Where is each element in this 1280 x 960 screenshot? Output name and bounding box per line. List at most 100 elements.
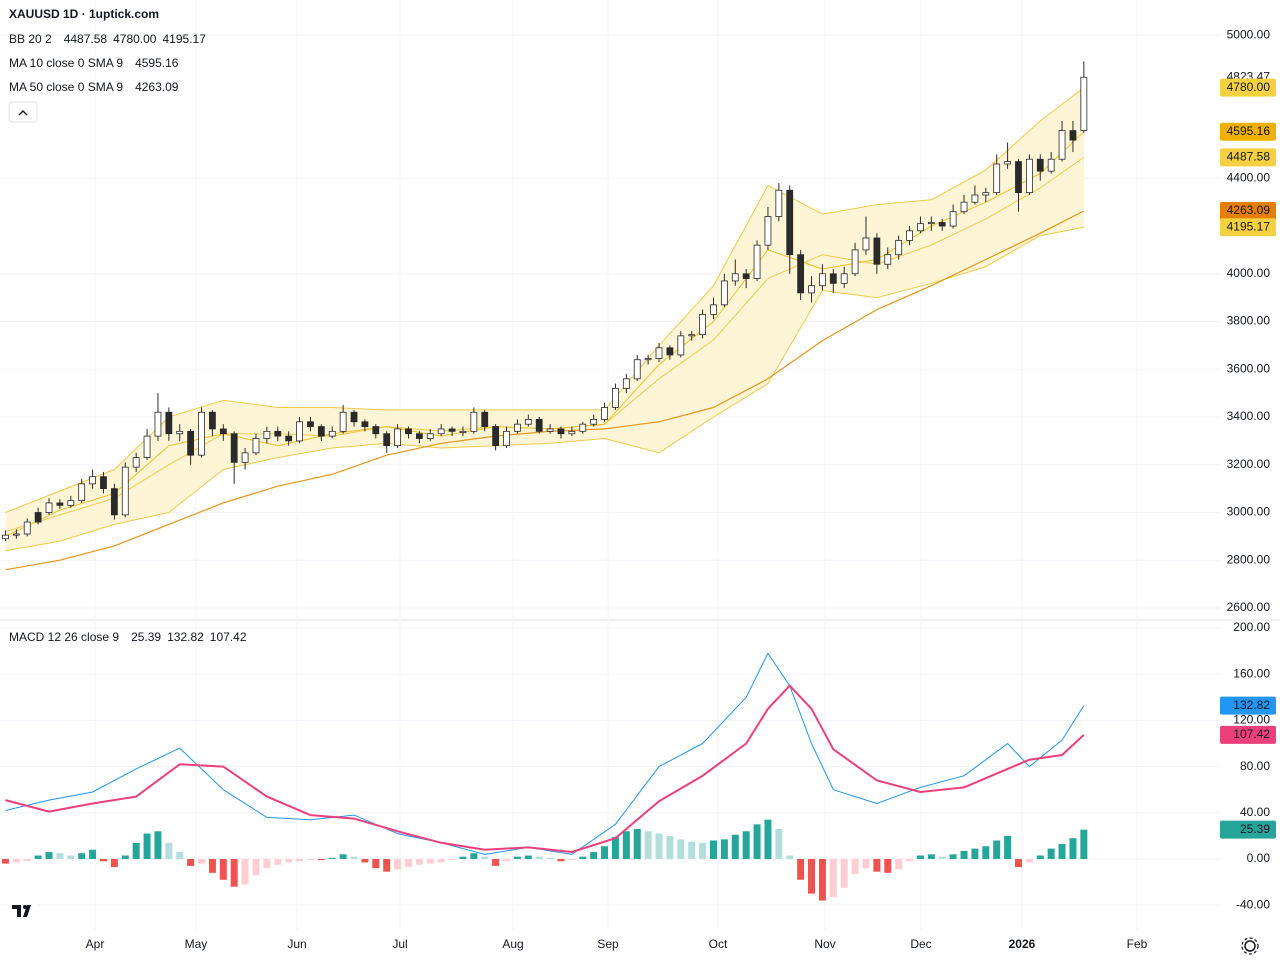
y-tick-label: 120.00	[1233, 713, 1270, 727]
histogram-bar	[503, 858, 511, 862]
histogram-bar	[34, 855, 42, 859]
histogram-bar	[611, 837, 619, 859]
candle-body	[263, 430, 271, 439]
plot	[1, 61, 1088, 901]
histogram-bar	[862, 858, 870, 869]
legend-value: 4780.00	[113, 32, 157, 46]
histogram-bar	[459, 856, 467, 859]
histogram-bar	[1047, 848, 1055, 859]
histogram-bar	[328, 857, 336, 859]
price-tag-label: 4195.17	[1227, 219, 1271, 233]
histogram-bar	[742, 831, 750, 859]
gear-ring[interactable]	[1244, 940, 1256, 952]
histogram-bar	[252, 858, 260, 876]
price-tag	[1220, 218, 1276, 237]
candle-body	[1025, 158, 1033, 194]
candle-body	[927, 222, 935, 225]
candle-body	[405, 428, 412, 435]
price-tag-label: 4263.09	[1227, 203, 1271, 217]
histogram-bar	[709, 840, 717, 859]
histogram-bar	[775, 828, 783, 859]
histogram-bar	[67, 855, 75, 859]
histogram-bar	[840, 858, 848, 888]
histogram-bar	[786, 855, 794, 859]
candle-body	[296, 421, 303, 442]
y-tick-label: 5000.00	[1227, 27, 1271, 41]
y-tick-label: -40.00	[1236, 897, 1270, 911]
candle-body	[1036, 158, 1044, 172]
histogram-bar	[601, 846, 609, 859]
collapse-button-frame[interactable]	[8, 101, 38, 123]
tradingview-logo[interactable]	[9, 896, 39, 926]
price-tag	[1220, 820, 1276, 839]
histogram-bar	[274, 858, 282, 865]
candle-body	[252, 438, 260, 454]
candle-body	[1058, 130, 1066, 160]
histogram-bar	[993, 840, 1001, 859]
collapse-button[interactable]	[8, 101, 38, 123]
histogram-bar	[818, 858, 826, 901]
histogram-bar	[513, 856, 521, 859]
candle-body	[819, 273, 826, 287]
candle-body	[503, 430, 510, 447]
candle-body	[448, 428, 456, 432]
histogram-bar	[895, 858, 903, 870]
price-tag	[1220, 201, 1276, 220]
histogram-bar	[949, 854, 957, 859]
legend-value: 4263.09	[135, 80, 179, 94]
histogram-bar	[666, 835, 674, 859]
candle-body	[786, 189, 794, 256]
histogram-bar	[132, 842, 140, 859]
candle-body	[12, 533, 20, 536]
settings-button[interactable]	[1241, 937, 1259, 955]
candle-body	[372, 426, 380, 435]
gear-teeth[interactable]	[1241, 937, 1259, 955]
histogram-bar	[219, 858, 227, 880]
indicator-line	[5, 684, 1085, 853]
candle-body	[524, 418, 532, 425]
y-tick-label: 3800.00	[1227, 314, 1271, 328]
candle-body	[873, 237, 881, 265]
histogram-bar	[535, 856, 543, 859]
candle-body	[557, 428, 565, 435]
candle-body	[688, 334, 696, 337]
histogram-bar	[372, 858, 380, 869]
candle-body	[829, 273, 837, 284]
histogram-bar	[187, 858, 195, 866]
histogram-bar	[982, 846, 990, 859]
candle-body	[230, 433, 238, 463]
legend-value: 107.42	[210, 630, 247, 644]
collapse-icon[interactable]	[18, 110, 28, 116]
candle-body	[906, 230, 913, 241]
candle-body	[579, 423, 587, 432]
candle-body	[198, 411, 205, 456]
histogram-bar	[808, 858, 816, 894]
candle-body	[2, 534, 9, 540]
histogram-bar	[143, 833, 151, 859]
candle-body	[132, 457, 140, 468]
candle-body	[110, 488, 118, 516]
x-tick-label: Jun	[287, 937, 306, 951]
histogram-bar	[1025, 858, 1033, 863]
histogram-bar	[426, 858, 434, 864]
candle-body	[568, 430, 576, 435]
candle-body	[176, 430, 184, 435]
legend-label: MA 10 close 0 SMA 9	[9, 56, 123, 70]
candle-body	[45, 502, 53, 513]
x-tick-label: Apr	[86, 937, 105, 951]
candle-body	[492, 426, 500, 447]
y-tick-label: 80.00	[1240, 759, 1270, 773]
histogram-bar	[361, 858, 369, 863]
logo-bg[interactable]	[9, 896, 39, 926]
candle-body	[154, 411, 162, 437]
legend-label: BB 20 2	[9, 32, 52, 46]
candle-body	[514, 423, 521, 432]
histogram-bar	[78, 853, 86, 859]
histogram-bar	[230, 858, 238, 887]
logo-dot[interactable]	[23, 905, 27, 909]
candle-body	[1047, 158, 1055, 172]
histogram-bar	[622, 831, 630, 859]
indicator-line	[5, 652, 1085, 855]
candle-body	[383, 433, 391, 447]
legend-value: 4595.16	[135, 56, 179, 70]
